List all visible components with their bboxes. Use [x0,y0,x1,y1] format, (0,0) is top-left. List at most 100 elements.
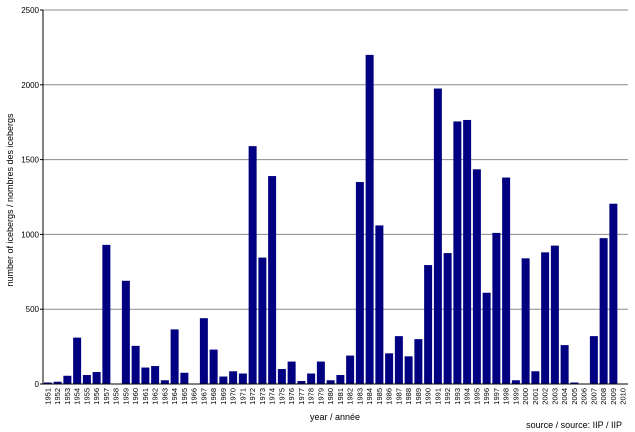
x-tick-label: 1966 [190,388,199,405]
x-tick-label: 1991 [433,388,442,405]
y-tick-label: 500 [26,305,40,314]
x-tick-label: 1960 [131,388,140,405]
bar [346,355,355,384]
x-tick-label: 1967 [199,388,208,405]
x-tick-label: 1989 [414,388,423,405]
x-tick-label: 1961 [141,388,150,405]
bar [170,329,179,384]
bar [43,382,52,384]
bar [336,375,345,384]
x-tick-label: 1995 [472,388,481,405]
x-tick-label: 2007 [589,388,598,405]
y-tick-label: 1000 [21,230,39,239]
bar [521,258,530,384]
gridlines [43,9,628,310]
x-tick-label: 2006 [580,388,589,405]
bar [219,376,228,384]
x-tick-label: 1979 [316,388,325,405]
x-tick-label: 1972 [248,388,257,405]
x-tick-label: 1973 [258,388,267,405]
x-tick-label: 1970 [229,388,238,405]
x-tick-label: 1974 [268,388,277,405]
x-tick-label: 2004 [560,388,569,405]
x-tick-label: 1988 [404,388,413,405]
x-tick-label: 1964 [170,388,179,405]
x-tick-label: 1971 [238,388,247,405]
bar [73,337,82,384]
bar [609,203,618,384]
bar [531,371,540,384]
x-tick-label: 1999 [511,388,520,405]
bars [43,54,618,385]
x-tick-label: 1993 [453,388,462,405]
y-tick-label: 0 [35,380,40,389]
bar [92,372,101,384]
bar [53,381,62,384]
bar [238,373,247,384]
bar [229,371,238,384]
x-tick-label: 1992 [443,388,452,405]
x-tick-label: 1984 [365,388,374,405]
y-tick-label: 2500 [21,6,39,15]
bar [102,244,111,384]
y-tick-label: 1500 [21,156,39,165]
x-tick-label: 1977 [297,388,306,405]
x-tick-label: 1965 [180,388,189,405]
bar [550,245,559,384]
bar [492,232,501,384]
x-tick-label: 1955 [82,388,91,405]
bar [355,182,364,384]
bar [570,382,579,384]
bar [63,375,72,384]
bar [180,372,189,384]
bar [160,380,169,384]
x-tick-label: 1951 [43,388,52,405]
x-tick-label: 2000 [521,388,530,405]
x-tick-label: 1969 [219,388,228,405]
bar [424,265,433,384]
source-note: source / source: IIP / IIP [526,420,622,430]
bar [297,381,306,384]
x-tick-label: 2005 [570,388,579,405]
y-tick-labels: 0 500 1000 1500 2000 2500 [21,6,39,389]
x-axis-title: year / année [310,412,360,422]
x-tick-label: 2008 [599,388,608,405]
x-tick-label: 2001 [531,388,540,405]
bar [463,119,472,385]
bar [316,361,325,384]
x-tick-label: 1980 [326,388,335,405]
axes [40,9,628,385]
x-tick-label: 1996 [482,388,491,405]
x-tick-label: 1952 [53,388,62,405]
x-tick-label: 1962 [151,388,160,405]
x-tick-label: 1990 [424,388,433,405]
bar [307,373,316,384]
bar [433,88,442,384]
x-tick-label: 1953 [63,388,72,405]
bar [443,253,452,384]
x-tick-label: 1959 [121,388,130,405]
x-tick-label: 1983 [355,388,364,405]
x-tick-label: 2009 [609,388,618,405]
bar [199,318,208,384]
bar [394,336,403,384]
x-tick-label: 1998 [502,388,511,405]
x-tick-label: 1994 [463,388,472,405]
bar [268,176,277,384]
bar [258,257,267,384]
bar [404,356,413,384]
bar [82,375,91,384]
bar [141,367,150,384]
y-tick-label: 2000 [21,81,39,90]
x-tick-label: 1954 [73,388,82,405]
bar [287,361,296,384]
bar [326,380,335,384]
bar [502,177,511,384]
bar [248,146,257,384]
bar [541,252,550,384]
x-tick-label: 1981 [336,388,345,405]
x-tick-label: 1978 [307,388,316,405]
bar [414,339,423,384]
x-tick-label: 1963 [160,388,169,405]
